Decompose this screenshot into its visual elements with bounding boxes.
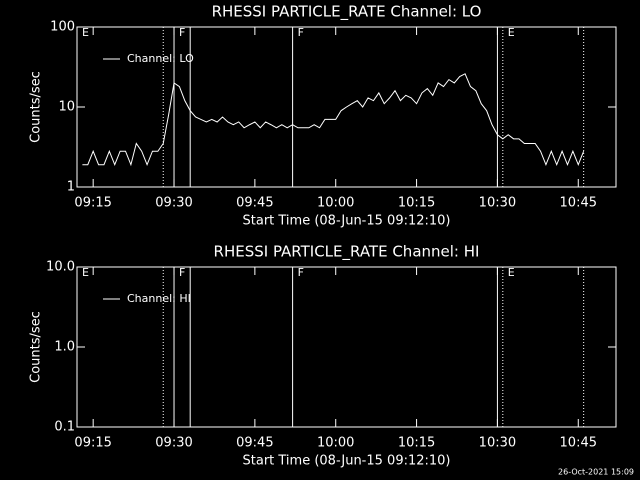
event-label: E xyxy=(508,266,515,279)
x-tick-label: 09:45 xyxy=(236,436,273,451)
event-label: F xyxy=(298,26,304,39)
plot-frame xyxy=(76,266,617,428)
y-tick-label: 1.0 xyxy=(54,340,75,355)
chart-title: RHESSI PARTICLE_RATE Channel: LO xyxy=(212,3,482,22)
y-tick-label: 10 xyxy=(58,100,75,115)
y-tick-label: 1 xyxy=(67,180,75,195)
data-line xyxy=(82,73,585,167)
x-axis-label: Start Time (08-Jun-15 09:12:10) xyxy=(243,214,451,229)
x-tick-label: 10:15 xyxy=(398,436,435,451)
y-tick-label: 100 xyxy=(50,20,75,35)
event-label: E xyxy=(82,26,89,39)
x-tick-label: 10:30 xyxy=(479,196,516,211)
legend-label: Channel: LO xyxy=(127,52,194,65)
event-label: E xyxy=(508,26,515,39)
x-tick-label: 09:30 xyxy=(155,196,192,211)
x-axis-label: Start Time (08-Jun-15 09:12:10) xyxy=(243,454,451,469)
y-tick-label: 0.1 xyxy=(54,420,75,435)
y-axis-label: Counts/sec xyxy=(29,311,44,383)
x-tick-label: 09:15 xyxy=(74,436,111,451)
x-tick-label: 09:30 xyxy=(155,436,192,451)
y-axis-label: Counts/sec xyxy=(29,71,44,143)
chart-title: RHESSI PARTICLE_RATE Channel: HI xyxy=(214,243,480,262)
event-label: E xyxy=(82,266,89,279)
x-tick-label: 10:45 xyxy=(560,196,597,211)
x-tick-label: 09:45 xyxy=(236,196,273,211)
x-tick-label: 10:30 xyxy=(479,436,516,451)
x-tick-label: 09:15 xyxy=(74,196,111,211)
event-label: F xyxy=(179,266,185,279)
x-tick-label: 10:00 xyxy=(317,196,354,211)
event-label: F xyxy=(179,26,185,39)
x-tick-label: 10:45 xyxy=(560,436,597,451)
event-label: F xyxy=(298,266,304,279)
x-tick-label: 10:00 xyxy=(317,436,354,451)
y-tick-label: 10.0 xyxy=(46,260,75,275)
footer: 26-Oct-2021 15:09 xyxy=(558,468,634,477)
x-tick-label: 10:15 xyxy=(398,196,435,211)
legend-label: Channel: HI xyxy=(127,292,191,305)
